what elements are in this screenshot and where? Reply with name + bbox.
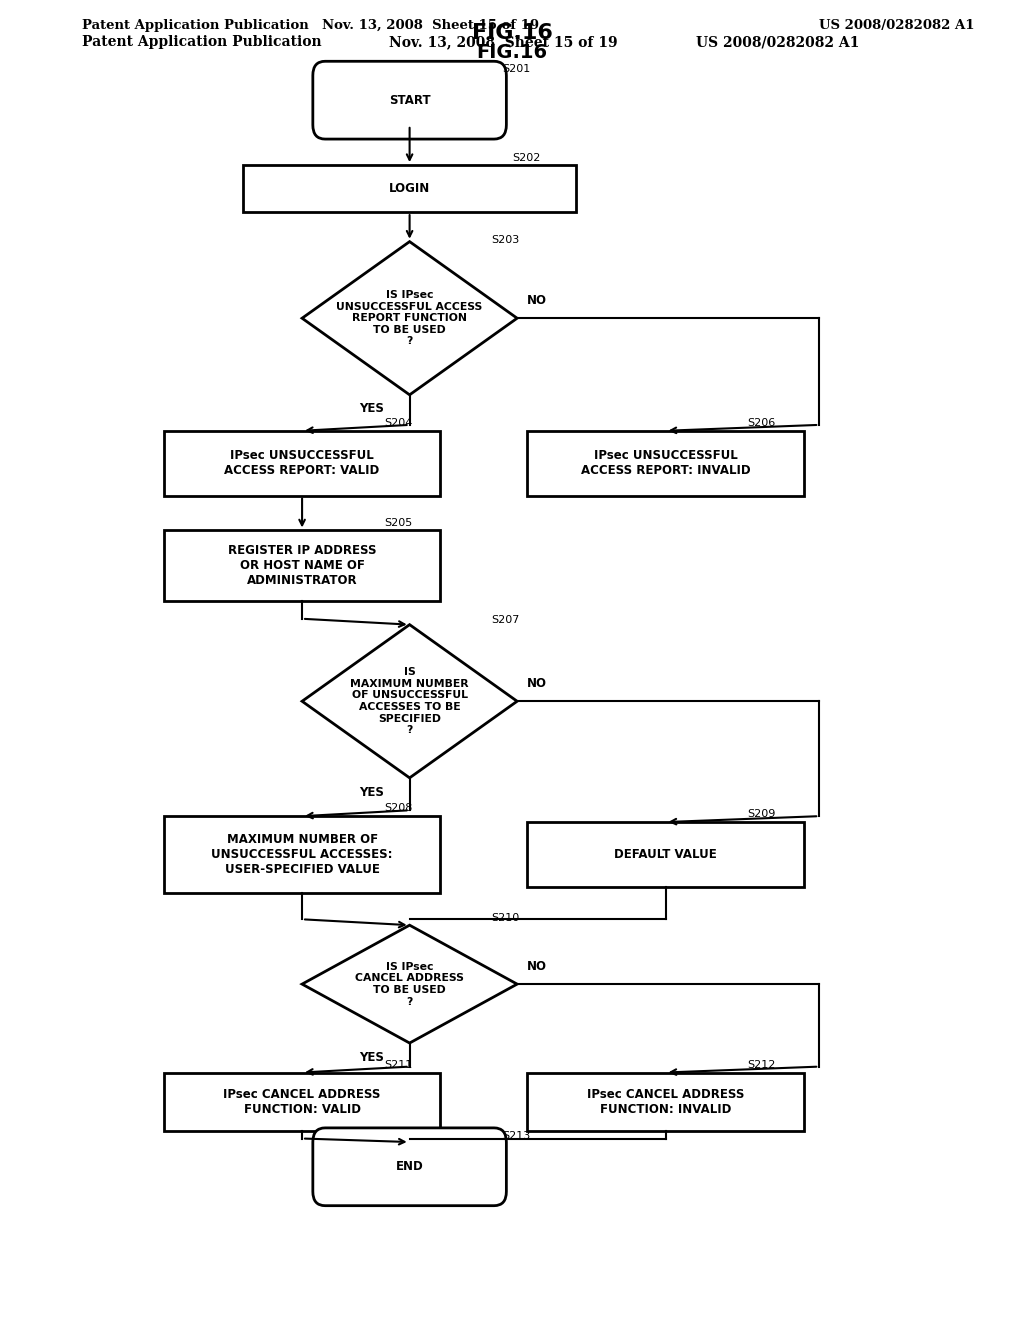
Text: US 2008/0282082 A1: US 2008/0282082 A1 <box>819 18 975 32</box>
FancyBboxPatch shape <box>313 1127 506 1205</box>
Text: S206: S206 <box>748 418 776 428</box>
Text: IPsec UNSUCCESSFUL
ACCESS REPORT: VALID: IPsec UNSUCCESSFUL ACCESS REPORT: VALID <box>224 449 380 477</box>
Polygon shape <box>302 925 517 1043</box>
FancyBboxPatch shape <box>313 61 506 139</box>
Text: IPsec CANCEL ADDRESS
FUNCTION: INVALID: IPsec CANCEL ADDRESS FUNCTION: INVALID <box>587 1088 744 1115</box>
Text: END: END <box>395 1160 424 1173</box>
Polygon shape <box>302 624 517 777</box>
Text: US 2008/0282082 A1: US 2008/0282082 A1 <box>696 36 860 49</box>
Bar <box>527 1072 804 1131</box>
Text: S208: S208 <box>384 803 413 813</box>
Bar <box>164 816 440 892</box>
Text: NO: NO <box>527 960 548 973</box>
Text: REGISTER IP ADDRESS
OR HOST NAME OF
ADMINISTRATOR: REGISTER IP ADDRESS OR HOST NAME OF ADMI… <box>227 544 377 587</box>
Text: IPsec CANCEL ADDRESS
FUNCTION: VALID: IPsec CANCEL ADDRESS FUNCTION: VALID <box>223 1088 381 1115</box>
Text: Nov. 13, 2008  Sheet 15 of 19: Nov. 13, 2008 Sheet 15 of 19 <box>389 36 617 49</box>
Text: S213: S213 <box>502 1131 530 1140</box>
Text: S205: S205 <box>384 517 413 528</box>
Text: LOGIN: LOGIN <box>389 182 430 195</box>
Text: NO: NO <box>527 677 548 690</box>
Text: Nov. 13, 2008  Sheet 15 of 19: Nov. 13, 2008 Sheet 15 of 19 <box>322 18 539 32</box>
Text: FIG.16: FIG.16 <box>476 44 548 62</box>
Bar <box>164 430 440 495</box>
Text: DEFAULT VALUE: DEFAULT VALUE <box>614 847 717 861</box>
Text: IPsec UNSUCCESSFUL
ACCESS REPORT: INVALID: IPsec UNSUCCESSFUL ACCESS REPORT: INVALI… <box>581 449 751 477</box>
Text: START: START <box>389 94 430 107</box>
Text: S212: S212 <box>748 1060 776 1071</box>
Text: S207: S207 <box>492 615 520 624</box>
Text: IS IPsec
CANCEL ADDRESS
TO BE USED
?: IS IPsec CANCEL ADDRESS TO BE USED ? <box>355 962 464 1007</box>
Text: IS
MAXIMUM NUMBER
OF UNSUCCESSFUL
ACCESSES TO BE
SPECIFIED
?: IS MAXIMUM NUMBER OF UNSUCCESSFUL ACCESS… <box>350 667 469 735</box>
Text: IS IPsec
UNSUCCESSFUL ACCESS
REPORT FUNCTION
TO BE USED
?: IS IPsec UNSUCCESSFUL ACCESS REPORT FUNC… <box>337 290 482 346</box>
Polygon shape <box>302 242 517 395</box>
Text: NO: NO <box>527 294 548 308</box>
Text: S202: S202 <box>512 153 541 162</box>
Text: Patent Application Publication: Patent Application Publication <box>82 36 322 49</box>
Bar <box>527 430 804 495</box>
Bar <box>527 822 804 887</box>
Text: YES: YES <box>359 1051 384 1064</box>
Text: YES: YES <box>359 403 384 416</box>
Text: S210: S210 <box>492 913 520 923</box>
Text: S204: S204 <box>384 418 413 428</box>
Text: S201: S201 <box>502 65 530 74</box>
Text: S209: S209 <box>748 809 776 820</box>
Text: MAXIMUM NUMBER OF
UNSUCCESSFUL ACCESSES:
USER-SPECIFIED VALUE: MAXIMUM NUMBER OF UNSUCCESSFUL ACCESSES:… <box>211 833 393 876</box>
Bar <box>244 165 575 213</box>
Text: S203: S203 <box>492 235 520 246</box>
Text: FIG.16: FIG.16 <box>472 22 552 44</box>
Text: YES: YES <box>359 785 384 799</box>
Bar <box>164 531 440 601</box>
Bar <box>164 1072 440 1131</box>
Text: Patent Application Publication: Patent Application Publication <box>82 18 308 32</box>
Text: S211: S211 <box>384 1060 413 1071</box>
